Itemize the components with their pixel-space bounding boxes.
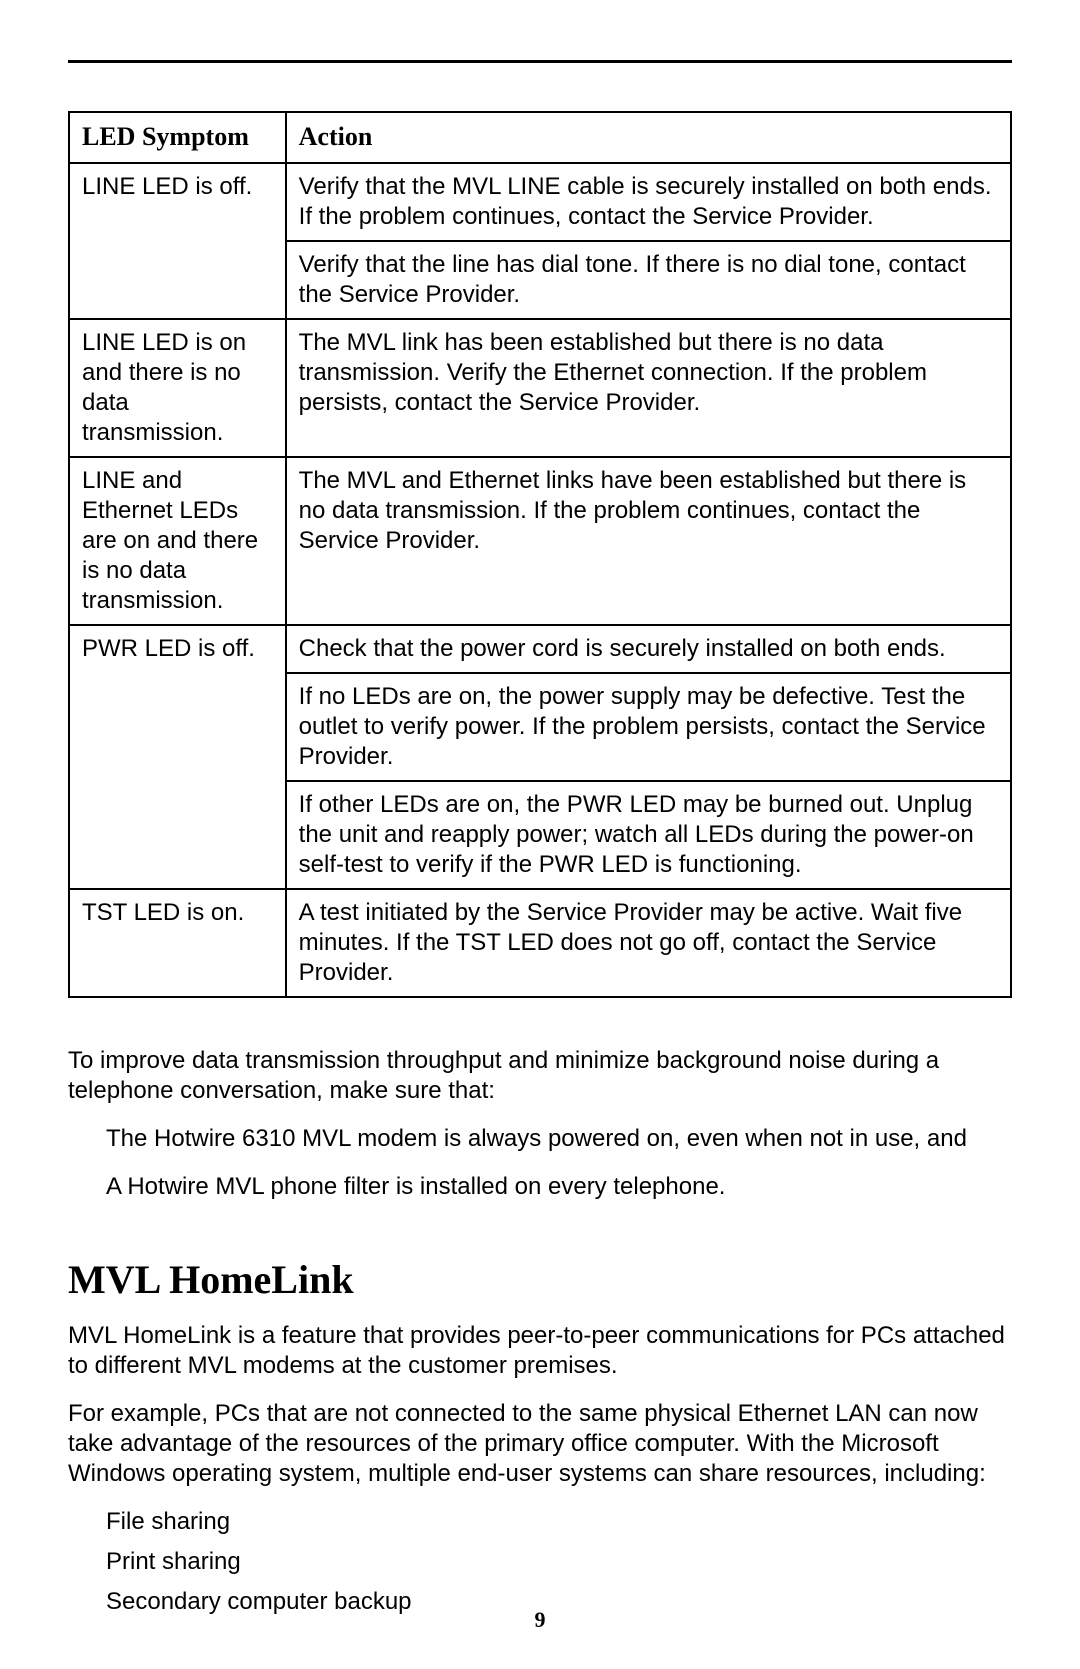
table-header-action: Action	[286, 112, 1011, 163]
section-title-homelink: MVL HomeLink	[68, 1256, 1012, 1303]
top-rule	[68, 60, 1012, 63]
action-cell: Check that the power cord is securely in…	[286, 625, 1011, 673]
homelink-paragraph: For example, PCs that are not connected …	[68, 1399, 1012, 1489]
resources-list: File sharing Print sharing Secondary com…	[68, 1507, 1012, 1617]
action-cell: The MVL and Ethernet links have been est…	[286, 457, 1011, 625]
led-troubleshooting-table: LED Symptom Action LINE LED is off. Veri…	[68, 111, 1012, 998]
table-row: TST LED is on. A test initiated by the S…	[69, 889, 1011, 997]
symptom-cell: PWR LED is off.	[69, 625, 286, 889]
table-row: LINE LED is on and there is no data tran…	[69, 319, 1011, 457]
symptom-cell: TST LED is on.	[69, 889, 286, 997]
improve-intro: To improve data transmission throughput …	[68, 1046, 1012, 1106]
table-row: LINE LED is off. Verify that the MVL LIN…	[69, 163, 1011, 241]
list-item: Print sharing	[106, 1547, 1012, 1577]
symptom-cell: LINE and Ethernet LEDs are on and there …	[69, 457, 286, 625]
symptom-cell: LINE LED is on and there is no data tran…	[69, 319, 286, 457]
symptom-cell: LINE LED is off.	[69, 163, 286, 319]
action-cell: Verify that the MVL LINE cable is secure…	[286, 163, 1011, 241]
list-item: File sharing	[106, 1507, 1012, 1537]
action-cell: The MVL link has been established but th…	[286, 319, 1011, 457]
action-cell: A test initiated by the Service Provider…	[286, 889, 1011, 997]
action-cell: If other LEDs are on, the PWR LED may be…	[286, 781, 1011, 889]
action-cell: Verify that the line has dial tone. If t…	[286, 241, 1011, 319]
improve-item: A Hotwire MVL phone filter is installed …	[68, 1172, 1012, 1202]
table-row: LINE and Ethernet LEDs are on and there …	[69, 457, 1011, 625]
table-row: PWR LED is off. Check that the power cor…	[69, 625, 1011, 673]
table-header-symptom: LED Symptom	[69, 112, 286, 163]
improve-item: The Hotwire 6310 MVL modem is always pow…	[68, 1124, 1012, 1154]
page-number: 9	[0, 1607, 1080, 1633]
homelink-paragraph: MVL HomeLink is a feature that provides …	[68, 1321, 1012, 1381]
action-cell: If no LEDs are on, the power supply may …	[286, 673, 1011, 781]
